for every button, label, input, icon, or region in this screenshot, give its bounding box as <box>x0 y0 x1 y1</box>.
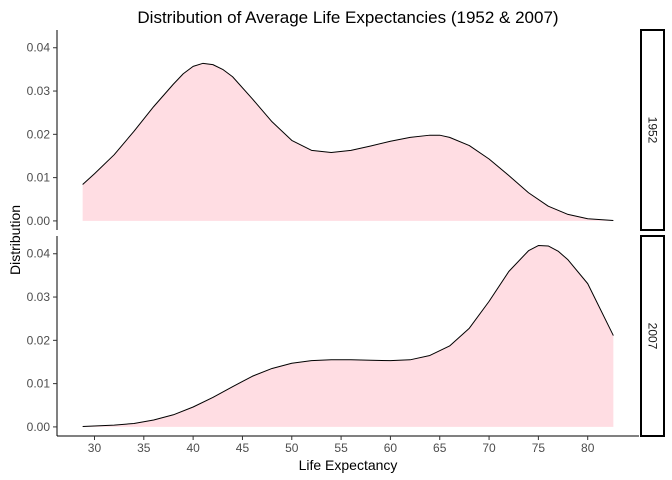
density-area-2007 <box>82 245 614 427</box>
y-tick-label: 0.00 <box>27 214 51 228</box>
x-tick-label: 80 <box>581 441 595 455</box>
y-tick-label: 0.02 <box>27 127 51 141</box>
x-tick-label: 70 <box>482 441 496 455</box>
y-tick-label: 0.01 <box>27 377 51 391</box>
y-tick-label: 0.01 <box>27 171 51 185</box>
density-line-1952 <box>82 62 614 221</box>
x-axis-title: Life Expectancy <box>299 457 398 473</box>
y-tick-label: 0.04 <box>27 41 51 55</box>
x-tick-label: 45 <box>236 441 250 455</box>
x-tick-label: 65 <box>433 441 447 455</box>
facet-label-1952: 1952 <box>646 117 660 144</box>
x-axis: 30 35 40 45 50 55 60 65 70 75 80 <box>57 435 639 455</box>
y-tick-label: 0.03 <box>27 84 51 98</box>
facet-strip-2007 <box>640 235 665 437</box>
x-tick-label: 60 <box>384 441 398 455</box>
x-tick-label: 30 <box>88 441 102 455</box>
x-tick-label: 40 <box>186 441 200 455</box>
facet-strip-1952 <box>640 29 665 231</box>
y-tick-label: 0.04 <box>27 247 51 261</box>
density-line-2007 <box>82 245 614 427</box>
facet-label-2007: 2007 <box>646 323 660 350</box>
chart-title: Distribution of Average Life Expectancie… <box>137 8 558 27</box>
panel-2007: 0.00 0.01 0.02 0.03 0.04 2007 <box>27 235 665 437</box>
y-tick-label: 0.02 <box>27 333 51 347</box>
x-tick-label: 55 <box>334 441 348 455</box>
x-tick-label: 75 <box>532 441 546 455</box>
facet-panels: 0.00 0.01 0.02 0.03 0.04 1952 0.00 0.01 0.02 0.03… <box>27 29 665 437</box>
x-tick-label: 50 <box>285 441 299 455</box>
y-tick-label: 0.03 <box>27 290 51 304</box>
x-tick-label: 35 <box>137 441 151 455</box>
y-axis-title: Distribution <box>7 205 23 275</box>
density-area-1952 <box>82 63 614 221</box>
panel-1952: 0.00 0.01 0.02 0.03 0.04 1952 <box>27 29 665 231</box>
y-tick-label: 0.00 <box>27 420 51 434</box>
